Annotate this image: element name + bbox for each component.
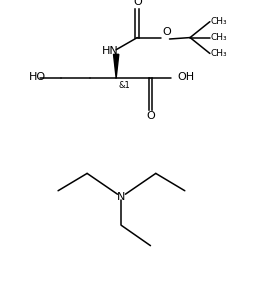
Text: CH₃: CH₃ xyxy=(211,17,227,26)
Text: &1: &1 xyxy=(119,81,131,90)
Text: CH₃: CH₃ xyxy=(211,49,227,58)
Text: HN: HN xyxy=(102,46,118,55)
Polygon shape xyxy=(114,54,119,78)
Text: HO: HO xyxy=(29,72,46,81)
Text: CH₃: CH₃ xyxy=(211,33,227,42)
Text: O: O xyxy=(162,27,171,37)
Text: O: O xyxy=(146,111,155,121)
Text: N: N xyxy=(117,192,126,201)
Text: OH: OH xyxy=(177,72,194,81)
Text: O: O xyxy=(133,0,142,7)
